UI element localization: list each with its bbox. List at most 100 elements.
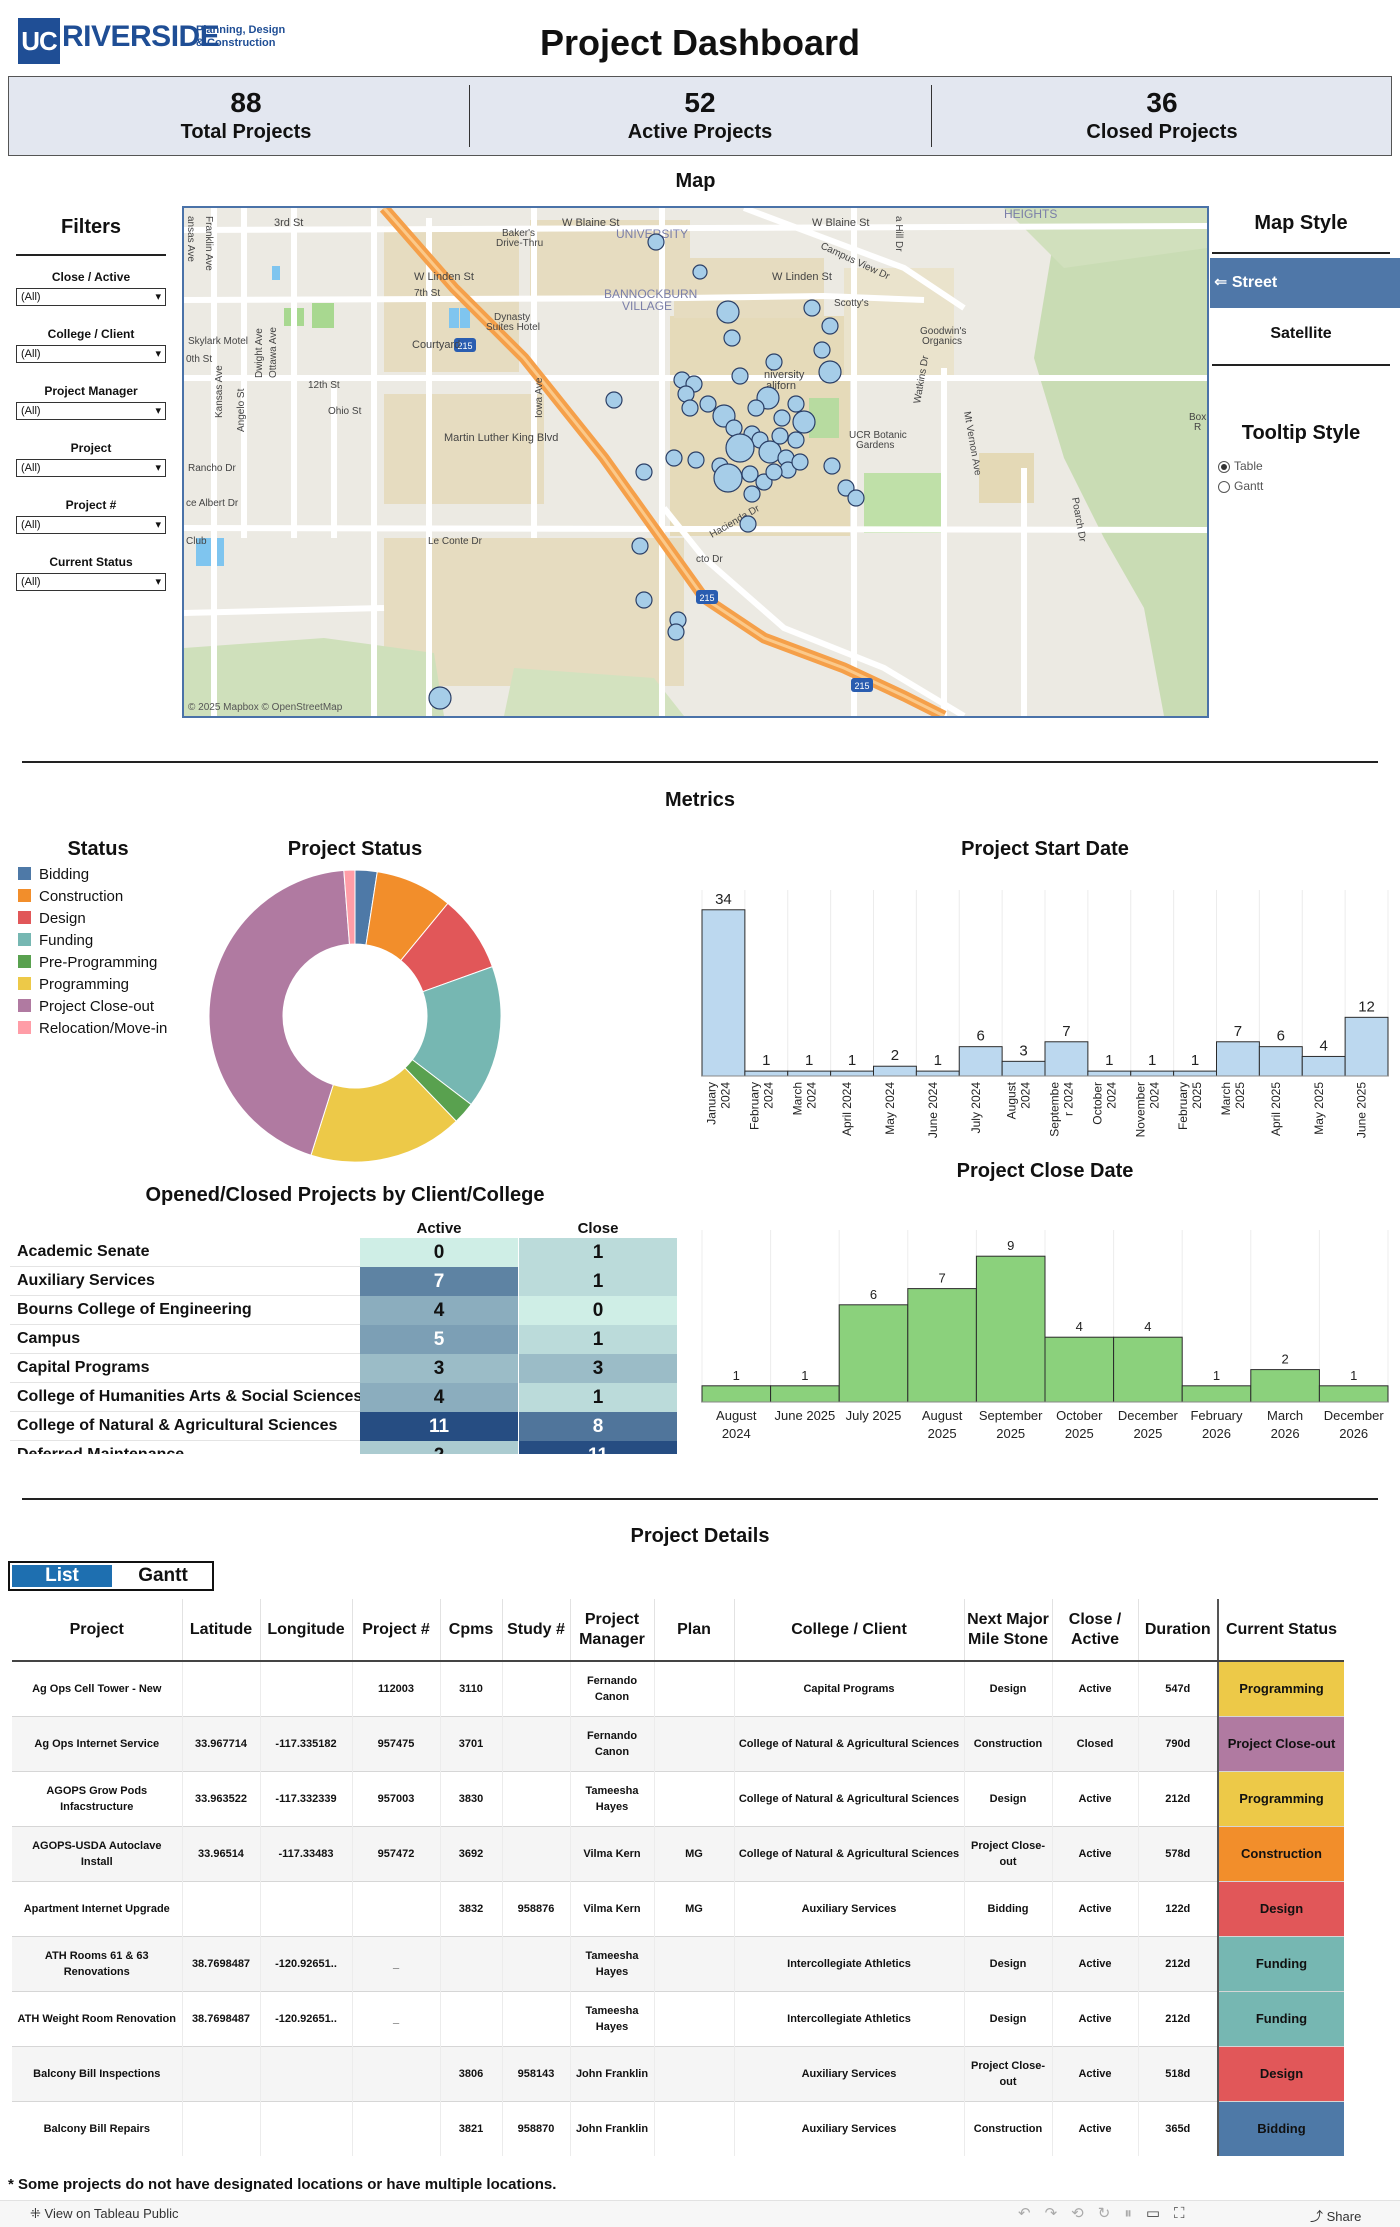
bar[interactable]	[1181, 1385, 1252, 1403]
legend-item[interactable]: Design	[18, 910, 86, 927]
donut-slice-project-close-out[interactable]	[208, 869, 351, 1156]
filter-current-status-dropdown[interactable]: (All)	[16, 573, 166, 591]
bar[interactable]	[915, 1070, 960, 1077]
col-header-cpms[interactable]: Cpms	[440, 1599, 503, 1662]
client-table-row[interactable]: Bourns College of Engineering 4 0	[10, 1296, 678, 1325]
project-marker[interactable]	[716, 300, 740, 324]
col-header-current-status[interactable]: Current Status	[1217, 1599, 1344, 1662]
project-marker[interactable]	[699, 395, 717, 413]
project-marker[interactable]	[635, 463, 653, 481]
project-marker[interactable]	[743, 485, 761, 503]
project-marker[interactable]	[635, 591, 653, 609]
bar[interactable]	[1087, 1070, 1132, 1077]
table-row[interactable]: Balcony Bill Repairs 3821 958870 John Frank…	[12, 2100, 1344, 2156]
project-status-donut[interactable]	[200, 868, 510, 1168]
bar[interactable]	[958, 1046, 1003, 1077]
project-marker[interactable]	[792, 410, 816, 434]
col-header-college-client[interactable]: College / Client	[734, 1599, 965, 1662]
table-row[interactable]: Balcony Bill Inspections 3806 958143 John F…	[12, 2045, 1344, 2101]
table-row[interactable]: ATH Weight Room Renovation 38.7698487 -120…	[12, 1990, 1344, 2046]
col-header-next-milestone[interactable]: Next Major Mile Stone	[964, 1599, 1053, 1662]
project-marker[interactable]	[739, 515, 757, 533]
table-row[interactable]: Ag Ops Internet Service 33.967714 -117.335…	[12, 1715, 1344, 1771]
project-marker[interactable]	[773, 409, 791, 427]
table-row[interactable]: Ag Ops Cell Tower - New 112003 3110 Fernand…	[12, 1660, 1344, 1716]
map-style-street-button[interactable]: ⇐ Street	[1210, 258, 1400, 308]
filter-project-dropdown[interactable]: (All)	[16, 459, 166, 477]
client-table-row[interactable]: Deferred Maintenance 211	[10, 1441, 678, 1454]
project-marker[interactable]	[667, 623, 685, 641]
refresh-icon[interactable]: ↻	[1097, 2205, 1125, 2222]
client-table-row[interactable]: College of Natural & Agricultural Scienc…	[10, 1412, 678, 1441]
pause-icon[interactable]: ⏸	[1124, 2205, 1146, 2222]
project-marker[interactable]	[741, 465, 759, 483]
col-header-duration[interactable]: Duration	[1138, 1599, 1219, 1662]
tooltip-radio-table[interactable]: Table	[1218, 459, 1263, 473]
col-header-project[interactable]: Project	[12, 1599, 183, 1662]
col-header-plan[interactable]: Plan	[654, 1599, 735, 1662]
project-marker[interactable]	[692, 264, 708, 280]
client-table-row[interactable]: College of Humanities Arts & Social Scie…	[10, 1383, 678, 1412]
filter-close-active-dropdown[interactable]: (All)	[16, 288, 166, 306]
filter-college-client-dropdown[interactable]: (All)	[16, 345, 166, 363]
legend-item[interactable]: Construction	[18, 888, 123, 905]
table-row[interactable]: Apartment Internet Upgrade 3832 958876 Vilm…	[12, 1880, 1344, 1936]
project-marker[interactable]	[813, 341, 831, 359]
legend-item[interactable]: Pre-Programming	[18, 954, 157, 971]
client-table-row[interactable]: Auxiliary Services 7 1	[10, 1267, 678, 1296]
project-marker[interactable]	[818, 360, 842, 384]
bar[interactable]	[744, 1070, 789, 1077]
bar[interactable]	[1130, 1070, 1175, 1077]
comment-icon[interactable]: ▭	[1145, 2205, 1175, 2222]
project-details-table[interactable]: Project Latitude Longitude Project # Cpm…	[12, 1599, 1344, 2156]
bar[interactable]	[975, 1255, 1046, 1403]
bar[interactable]	[907, 1288, 977, 1403]
client-table-row[interactable]: Capital Programs 3 3	[10, 1354, 678, 1383]
bar[interactable]	[830, 1070, 874, 1077]
project-marker[interactable]	[771, 427, 789, 445]
bar[interactable]	[1001, 1060, 1046, 1077]
donut-slice-relocation-move-in[interactable]	[343, 869, 356, 945]
table-row[interactable]: AGOPS Grow Pods Infacstructure 33.963522-…	[12, 1770, 1344, 1826]
project-marker[interactable]	[803, 299, 821, 317]
revert-icon[interactable]: ⟲	[1071, 2205, 1098, 2222]
col-header-longitude[interactable]: Longitude	[260, 1599, 353, 1662]
client-table-body[interactable]: Academic Senate 0 1 Auxiliary Services 7 1 Bou…	[10, 1238, 678, 1454]
project-marker[interactable]	[747, 399, 765, 417]
bar[interactable]	[701, 909, 746, 1077]
project-marker[interactable]	[765, 353, 783, 371]
redo-icon[interactable]: ↷	[1044, 2205, 1072, 2222]
map-style-satellite-button[interactable]: Satellite	[1270, 325, 1332, 342]
bar[interactable]	[1344, 1016, 1389, 1077]
gantt-view-tab[interactable]: Gantt	[138, 1565, 188, 1586]
project-marker[interactable]	[665, 449, 683, 467]
bar[interactable]	[1318, 1385, 1389, 1403]
legend-item[interactable]: Relocation/Move-in	[18, 1020, 167, 1037]
project-marker[interactable]	[765, 463, 783, 481]
bar[interactable]	[873, 1065, 917, 1077]
bar[interactable]	[838, 1304, 909, 1403]
col-header-project-manager[interactable]: Project Manager	[570, 1599, 655, 1662]
project-marker[interactable]	[428, 686, 452, 710]
share-button[interactable]: ⤴ Share	[1310, 2206, 1361, 2225]
legend-item[interactable]: Programming	[18, 976, 129, 993]
col-header-project-number[interactable]: Project #	[352, 1599, 441, 1662]
bar[interactable]	[1250, 1369, 1320, 1403]
client-table-row[interactable]: Campus 5 1	[10, 1325, 678, 1354]
legend-item[interactable]: Bidding	[18, 866, 89, 883]
client-table-row[interactable]: Academic Senate 0 1	[10, 1238, 678, 1267]
project-marker[interactable]	[823, 457, 841, 475]
project-marker[interactable]	[791, 453, 809, 471]
bar[interactable]	[1113, 1336, 1183, 1403]
bar[interactable]	[701, 1385, 772, 1403]
filter-project-number-dropdown[interactable]: (All)	[16, 516, 166, 534]
project-marker[interactable]	[647, 233, 665, 251]
filter-project-manager-dropdown[interactable]: (All)	[16, 402, 166, 420]
project-marker[interactable]	[787, 395, 805, 413]
fullscreen-icon[interactable]: ⛶	[1174, 2205, 1199, 2222]
project-marker[interactable]	[731, 367, 749, 385]
bar[interactable]	[1044, 1041, 1089, 1077]
project-marker[interactable]	[725, 433, 755, 463]
list-view-tab[interactable]: List	[12, 1565, 112, 1587]
